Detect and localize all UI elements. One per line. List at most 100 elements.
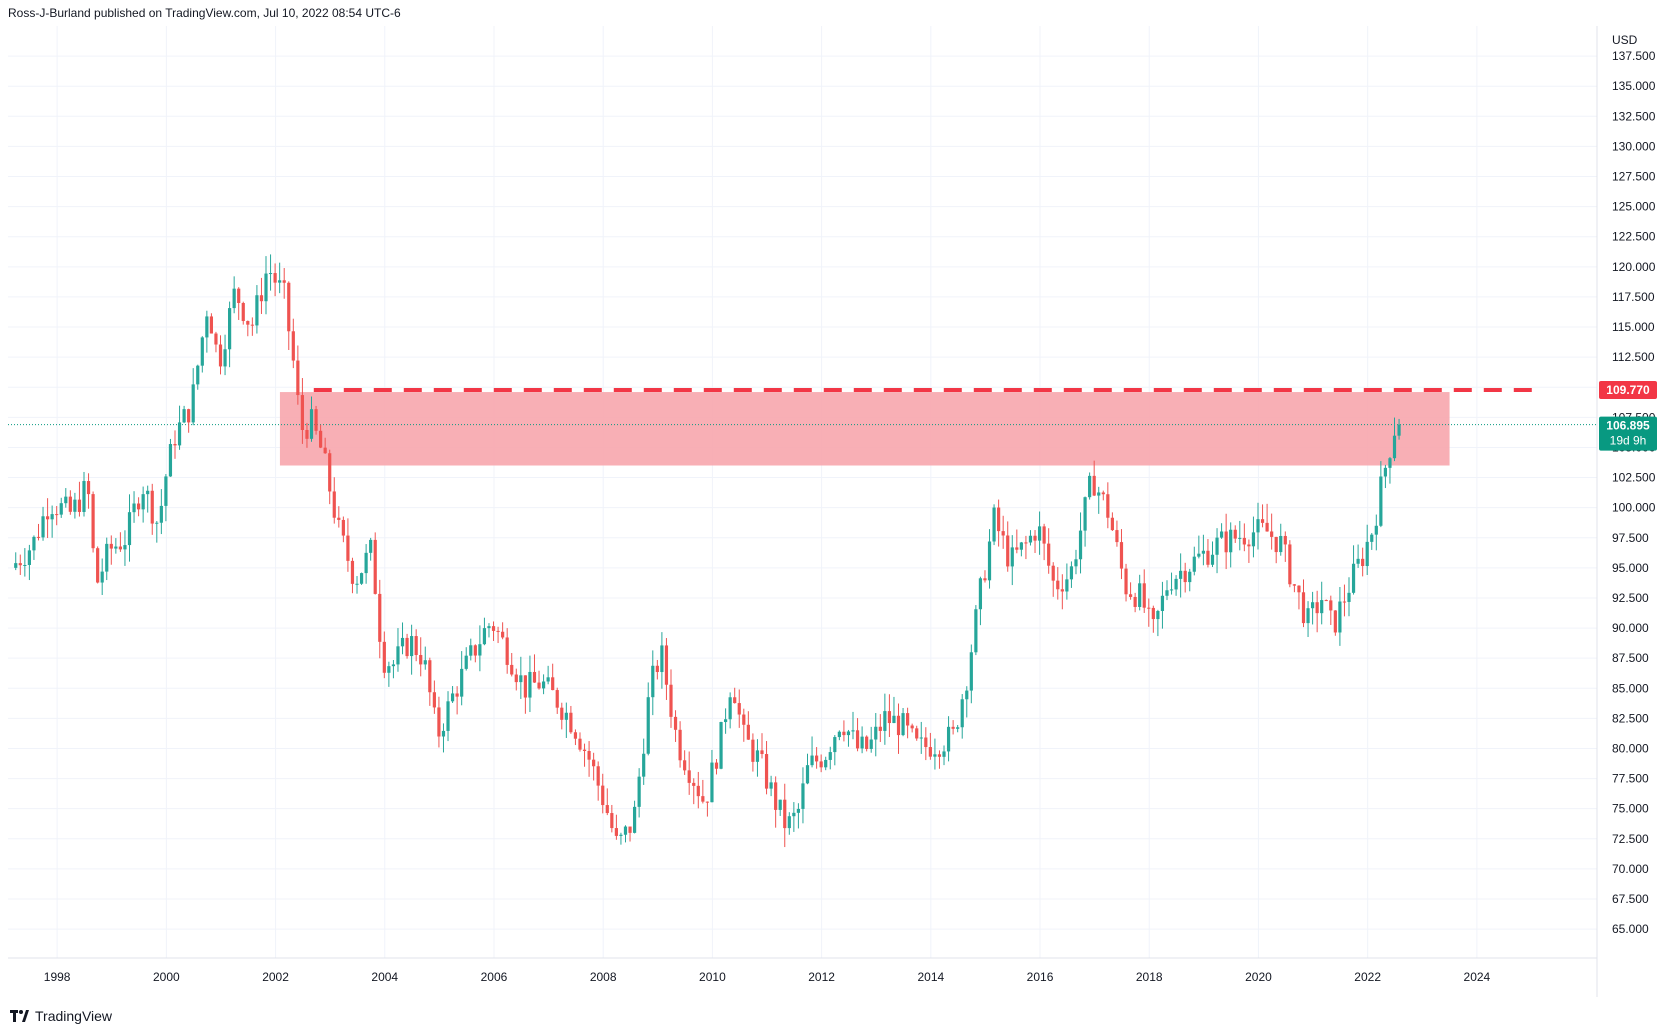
candle-body (532, 671, 537, 683)
candle-body (1279, 535, 1283, 553)
candle (1088, 472, 1092, 500)
candle (578, 732, 582, 752)
y-tick-label: 117.500 (1612, 290, 1655, 304)
candle-body (1342, 601, 1347, 603)
candle (1083, 496, 1087, 547)
candle-body (537, 682, 541, 689)
candle (878, 714, 882, 743)
candle-body (1397, 424, 1401, 436)
candle (1115, 520, 1119, 547)
candle-body (1392, 435, 1397, 459)
candle (450, 686, 455, 703)
candle (1315, 590, 1319, 633)
candle (332, 477, 336, 524)
candle-body (551, 677, 555, 691)
candle (1397, 418, 1401, 440)
candle (532, 654, 537, 683)
candle (441, 723, 446, 753)
candle (423, 646, 427, 670)
y-tick-label: 102.500 (1612, 471, 1656, 485)
candle-body (250, 324, 254, 326)
candle (546, 665, 550, 685)
candle (851, 711, 855, 740)
candle-body (906, 713, 910, 726)
candle-body (501, 631, 505, 638)
candle-body (924, 737, 928, 748)
candle-body (400, 637, 405, 647)
candle-body (1188, 571, 1192, 583)
candle (683, 750, 687, 775)
candle-body (605, 805, 609, 814)
candle-body (373, 539, 377, 594)
candle-body (660, 645, 664, 673)
candle (742, 708, 746, 742)
candle-body (350, 560, 355, 584)
candle (1392, 417, 1397, 462)
candle-body (664, 645, 669, 685)
footer-brand[interactable]: TradingView (10, 1008, 112, 1024)
candle (719, 721, 723, 770)
candle (1320, 581, 1324, 625)
candle (946, 716, 951, 762)
candle-body (1001, 531, 1005, 536)
candle (855, 718, 860, 752)
y-tick-label: 115.000 (1612, 320, 1655, 334)
candle (428, 657, 432, 706)
candle-body (610, 813, 614, 829)
candle (1201, 534, 1205, 566)
candle-body (309, 409, 314, 439)
candle (114, 538, 118, 554)
candle (883, 693, 887, 745)
y-tick-label: 112.500 (1612, 350, 1655, 364)
candle (1229, 522, 1233, 568)
candle-body (68, 496, 72, 512)
candle-body (1215, 537, 1219, 555)
candle (619, 832, 623, 845)
candle (560, 702, 564, 730)
candle (987, 529, 992, 589)
candle (268, 254, 273, 291)
candle-body (118, 546, 122, 550)
candle-body (491, 626, 496, 631)
candle (18, 554, 22, 575)
candle-body (1019, 542, 1023, 550)
candle-body (801, 783, 805, 809)
candle-body (237, 288, 241, 304)
y-tick-label: 135.000 (1612, 79, 1656, 93)
x-tick-label: 1998 (44, 970, 71, 984)
candle-body (655, 665, 659, 673)
y-tick-label: 90.000 (1612, 621, 1649, 635)
candle (273, 263, 277, 297)
candle (73, 492, 77, 519)
x-tick-label: 2018 (1136, 970, 1163, 984)
candle-body (1274, 536, 1278, 553)
candle (887, 694, 892, 738)
candle-body (1288, 544, 1292, 585)
candle (323, 437, 327, 454)
candle-body (1315, 602, 1319, 614)
candle-body (155, 522, 159, 524)
candle-body (619, 834, 623, 836)
candle (751, 733, 755, 772)
candle-body (878, 726, 882, 731)
candle (1037, 511, 1042, 555)
candle-body (1124, 568, 1128, 595)
candle (833, 735, 837, 766)
candle-body (1219, 531, 1224, 538)
candle (209, 313, 214, 334)
candle (218, 335, 223, 375)
candle (419, 637, 423, 677)
candle-body (1138, 583, 1142, 607)
resistance-zone (279, 392, 1450, 466)
candle (82, 471, 86, 517)
candle-body (1229, 529, 1233, 553)
y-tick-label: 100.000 (1612, 501, 1656, 515)
candle (250, 317, 254, 336)
candle (1260, 504, 1265, 528)
candle-body (109, 543, 113, 549)
candle (892, 696, 896, 724)
candle (1356, 544, 1360, 568)
candle-body (837, 731, 841, 738)
candle-body (1078, 530, 1083, 560)
